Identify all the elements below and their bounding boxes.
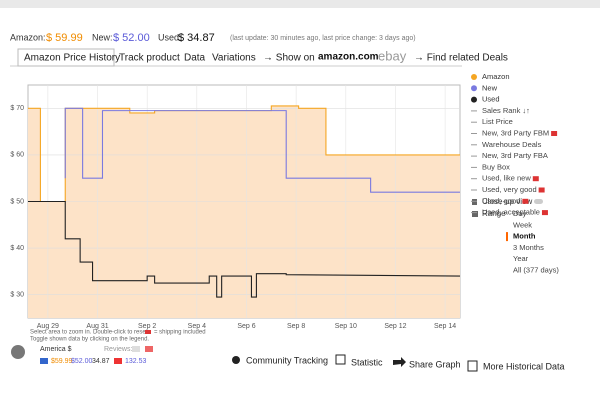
globe-icon (11, 345, 25, 359)
range-option[interactable]: 3 Months (513, 243, 544, 252)
flag (145, 346, 153, 352)
locale-price: 34.87 (92, 358, 110, 365)
series-line (28, 200, 461, 298)
legend-label[interactable]: Buy Box (482, 162, 510, 171)
x-tick-label: Sep 12 (384, 323, 406, 330)
legend-label[interactable]: List Price (482, 117, 513, 126)
x-tick-label: Sep 4 (188, 323, 206, 330)
toolbar-button[interactable]: More Historical Data (483, 361, 565, 371)
x-tick-label: Sep 6 (237, 323, 255, 330)
x-tick-label: Sep 10 (335, 323, 357, 330)
amazon-link[interactable]: amazon.com (318, 52, 379, 63)
range-options: Day Week Month 3 Months Year All (377 days) (506, 209, 559, 274)
truck-icon (551, 131, 558, 136)
closeup-label[interactable]: Close-up view (482, 197, 532, 206)
truck-icon (145, 330, 151, 334)
tab[interactable]: Amazon Price History (24, 53, 120, 64)
legend-label[interactable]: Used, very good (482, 185, 537, 194)
amazon-price: $ 59.99 (46, 32, 83, 44)
ebay-link[interactable]: ebay (378, 48, 407, 63)
truck-icon (522, 198, 529, 204)
locale-price: 132.53 (125, 358, 147, 365)
toggle[interactable] (534, 199, 543, 204)
active-tab (17, 48, 115, 67)
y-tick-label: $ 60 (10, 152, 24, 159)
legend-note: Toggle shown data by clicking on the leg… (30, 337, 149, 343)
x-tick-label: Sep 14 (434, 323, 456, 330)
locale-price: $52.00 (71, 358, 93, 365)
used-label: Used: (158, 32, 182, 42)
tab[interactable]: Variations (212, 53, 256, 64)
range-icon (472, 211, 478, 217)
series-line (64, 107, 460, 193)
plot (28, 85, 461, 318)
share-icon (393, 357, 406, 367)
x-tick-label: Aug 31 (86, 323, 108, 330)
toolbar-button[interactable]: Community Tracking (246, 355, 328, 365)
new-label: New: (92, 32, 113, 42)
update-note: (last update: 30 minutes ago, last price… (230, 35, 416, 42)
legend-swatch (471, 96, 477, 103)
show-on: → Show on (263, 53, 315, 64)
legend-swatch (471, 74, 477, 80)
flag (114, 358, 122, 364)
legend-label[interactable]: Used, good (482, 196, 520, 205)
range-option[interactable]: Month (513, 232, 536, 241)
tab[interactable]: Data (184, 53, 206, 64)
truck-icon (532, 176, 539, 182)
flag (132, 346, 140, 352)
range-option[interactable]: Week (513, 220, 532, 229)
x-tick-label: Sep 2 (138, 323, 156, 330)
legend-swatch (471, 85, 477, 92)
range-selected-bar (506, 232, 508, 242)
legend-label[interactable]: New (482, 83, 498, 92)
series-area (28, 105, 460, 318)
amazon-label: Amazon: (10, 32, 46, 42)
shipping-note: = shipping included (154, 330, 206, 336)
new-price: $ 52.00 (113, 32, 150, 44)
y-tick-label: $ 40 (10, 245, 24, 252)
toolbar-button[interactable]: Share Graph (409, 359, 461, 369)
used-price: $ 34.87 (178, 32, 215, 44)
range-label: Range (482, 209, 506, 218)
truck-icon (541, 210, 548, 216)
legend-label[interactable]: Warehouse Deals (482, 140, 542, 149)
legend-label[interactable]: Amazon (482, 72, 510, 81)
statistic-icon (335, 354, 346, 365)
legend-label[interactable]: Used (482, 95, 500, 104)
locale[interactable]: America $ (40, 346, 72, 353)
range-option[interactable]: Year (513, 254, 529, 263)
related-deals[interactable]: → Find related Deals (414, 53, 508, 64)
legend-label[interactable]: Sales Rank ↓↑ (482, 106, 530, 115)
y-tick-label: $ 70 (10, 105, 24, 112)
legend-label[interactable]: Used, acceptable (482, 208, 540, 217)
flag (40, 358, 48, 364)
legend-label[interactable]: New, 3rd Party FBM (482, 128, 549, 137)
toolbar-button[interactable]: Statistic (351, 357, 383, 367)
locale-price: $59.99 (51, 358, 73, 365)
closeup-icon (472, 199, 477, 205)
legend-label[interactable]: Used, like new (482, 174, 531, 183)
community-icon (232, 356, 240, 364)
range-option[interactable]: All (377 days) (513, 265, 559, 274)
range-option[interactable]: Day (513, 209, 527, 218)
legend-label[interactable]: New, 3rd Party FBA (482, 151, 548, 160)
y-tick-label: $ 50 (10, 198, 24, 205)
y-tick-label: $ 30 (10, 292, 24, 299)
zoom-note: Select area to zoom in. Double-click to … (30, 330, 149, 336)
history-icon (467, 360, 478, 372)
x-tick-label: Aug 29 (37, 323, 59, 330)
truck-icon (538, 187, 545, 193)
x-tick-label: Sep 8 (287, 323, 305, 330)
tab[interactable]: Track product (119, 53, 180, 64)
reviews-label: Reviews: (104, 346, 132, 353)
